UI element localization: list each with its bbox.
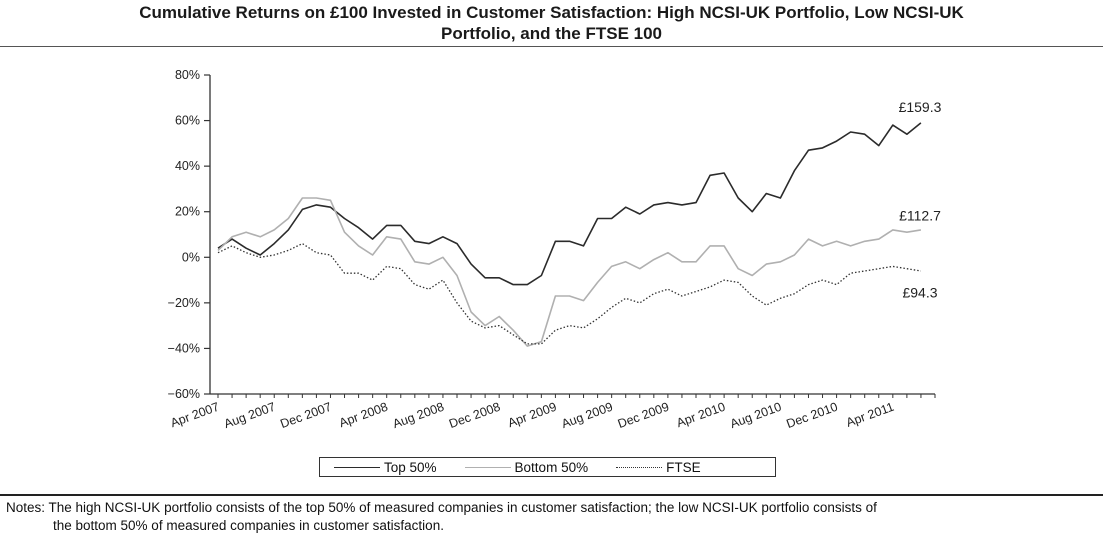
x-tick-label: Apr 2011: [844, 400, 896, 430]
legend-swatch-bottom-50: [464, 466, 511, 468]
end-label-ftse: £94.3: [902, 285, 937, 301]
notes: Notes: The high NCSI-UK portfolio consis…: [6, 499, 1101, 535]
chart-title: Cumulative Returns on £100 Invested in C…: [0, 2, 1103, 44]
y-tick-label: 40%: [175, 159, 200, 173]
notes-divider: [0, 494, 1103, 496]
y-tick-label: 60%: [175, 114, 200, 128]
series-line-bottom-50-: [217, 197, 922, 347]
legend-swatch-top-50: [334, 466, 380, 468]
x-tick-label: Dec 2010: [785, 400, 840, 431]
x-tick-label: Apr 2010: [675, 400, 728, 431]
legend-item-bottom-50: Bottom 50%: [464, 459, 589, 475]
y-tick-label: −20%: [168, 296, 200, 310]
legend-item-ftse: FTSE: [616, 460, 701, 475]
x-tick-label: Aug 2010: [728, 400, 783, 431]
legend-item-top-50: Top 50%: [334, 460, 437, 475]
x-tick-label: Aug 2009: [560, 400, 615, 431]
notes-line-2: the bottom 50% of measured companies in …: [53, 518, 444, 533]
legend-swatch-ftse: [616, 466, 663, 468]
chart-title-line-2: Portfolio, and the FTSE 100: [440, 24, 663, 43]
legend: Top 50% Bottom 50% FTSE: [319, 457, 776, 477]
x-tick-label: Apr 2008: [337, 400, 390, 431]
legend-label-ftse: FTSE: [666, 459, 701, 475]
legend-label-bottom-50: Bottom 50%: [514, 459, 589, 475]
x-tick-label: Aug 2007: [222, 400, 277, 431]
chart-title-line-1: Cumulative Returns on £100 Invested in C…: [139, 3, 964, 22]
x-tick-label: Dec 2007: [278, 400, 333, 431]
x-tick-label: Apr 2009: [506, 400, 559, 431]
x-tick-label: Dec 2008: [447, 400, 502, 431]
series-line-ftse: [217, 242, 922, 345]
series-line-top-50-: [217, 122, 922, 286]
y-tick-label: −60%: [168, 387, 200, 401]
y-tick-label: 20%: [175, 205, 200, 219]
end-label-top-50-: £159.3: [899, 99, 942, 115]
y-tick-label: −40%: [168, 341, 200, 355]
y-tick-label: 80%: [175, 68, 200, 82]
end-label-bottom-50-: £112.7: [899, 208, 941, 224]
title-divider: [0, 46, 1103, 47]
x-tick-label: Aug 2008: [391, 400, 446, 431]
y-tick-label: 0%: [182, 250, 200, 264]
legend-label-top-50: Top 50%: [384, 459, 437, 475]
line-chart: 80%60%40%20%0%−20%−40%−60%Apr 2007 Aug 20…: [168, 68, 942, 431]
notes-line-1: Notes: The high NCSI-UK portfolio consis…: [6, 500, 877, 515]
x-tick-label: Apr 2007: [169, 400, 222, 431]
x-tick-label: Dec 2009: [616, 400, 671, 431]
